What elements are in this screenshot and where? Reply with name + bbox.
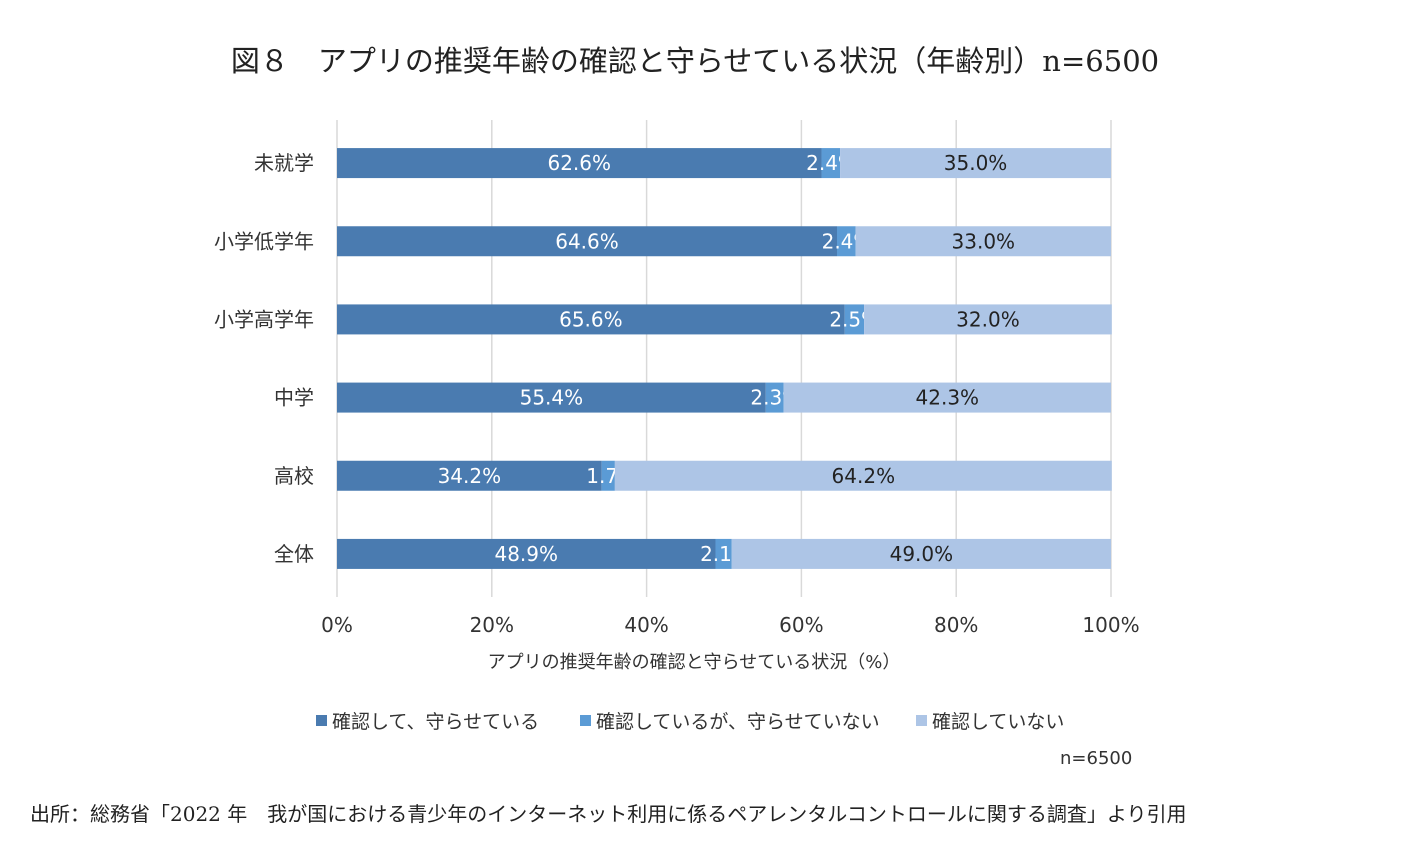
x-tick-label: 40% — [624, 613, 668, 637]
x-tick-label: 20% — [470, 613, 514, 637]
data-label: 64.2% — [832, 464, 896, 488]
bar-segment — [337, 148, 822, 179]
x-tick-label: 100% — [1082, 613, 1139, 637]
legend-label: 確認して、守らせている — [332, 711, 539, 733]
bar-segment — [855, 226, 1111, 257]
category-label: 全体 — [274, 542, 314, 566]
category-label: 未就学 — [254, 151, 314, 175]
bar-segment — [715, 538, 732, 569]
category-label: 小学低学年 — [214, 229, 314, 253]
data-label: 42.3% — [916, 386, 980, 410]
category-label: 高校 — [274, 464, 314, 488]
legend-swatch — [580, 715, 591, 726]
data-label: 48.9% — [494, 542, 558, 566]
data-label: 62.6% — [547, 151, 611, 175]
legend-label: 確認しているが、守らせていない — [596, 711, 880, 733]
bar-segment — [844, 304, 865, 335]
bar-segment — [840, 148, 1111, 179]
x-tick-label: 0% — [321, 613, 353, 637]
source-note: 出所：総務省「2022 年 我が国における青少年のインターネット利用に係るペアレ… — [30, 802, 1187, 826]
legend-label: 確認していない — [932, 711, 1064, 733]
bar-segment — [337, 538, 716, 569]
bar-segment — [783, 382, 1111, 413]
bar-segment — [337, 304, 845, 335]
data-label: 65.6% — [559, 307, 623, 331]
bar-segment — [864, 304, 1112, 335]
bar-segment — [337, 382, 766, 413]
bar-segment — [731, 538, 1111, 569]
data-label: 35.0% — [944, 151, 1008, 175]
bar-segment — [765, 382, 784, 413]
category-label: 小学高学年 — [214, 307, 314, 331]
chart-title: 図８ アプリの推奨年齢の確認と守らせている状況（年齢別）n=6500 — [230, 44, 1160, 78]
bar-segment — [614, 460, 1112, 491]
data-label: 49.0% — [890, 542, 954, 566]
data-label: 34.2% — [438, 464, 502, 488]
bar-segment — [337, 460, 602, 491]
data-label: 55.4% — [520, 386, 584, 410]
data-label: 33.0% — [952, 229, 1016, 253]
bar-segment — [837, 226, 856, 257]
legend-swatch — [316, 715, 327, 726]
bar-segment — [601, 460, 615, 491]
chart: 0% 20% 40% 60% 80% 100%未就学 62.6% 2.4% 35.0%小学低学年… — [214, 120, 1140, 733]
bar-segment — [821, 148, 841, 179]
x-tick-label: 60% — [779, 613, 823, 637]
clipped-note: n=6500 — [1060, 748, 1133, 769]
bar-segment — [337, 226, 838, 257]
x-tick-label: 80% — [934, 613, 978, 637]
x-axis-title: アプリの推奨年齢の確認と守らせている状況（%） — [488, 652, 901, 673]
category-label: 中学 — [274, 386, 314, 410]
data-label: 64.6% — [555, 229, 619, 253]
data-label: 32.0% — [956, 307, 1020, 331]
legend-swatch — [916, 715, 927, 726]
